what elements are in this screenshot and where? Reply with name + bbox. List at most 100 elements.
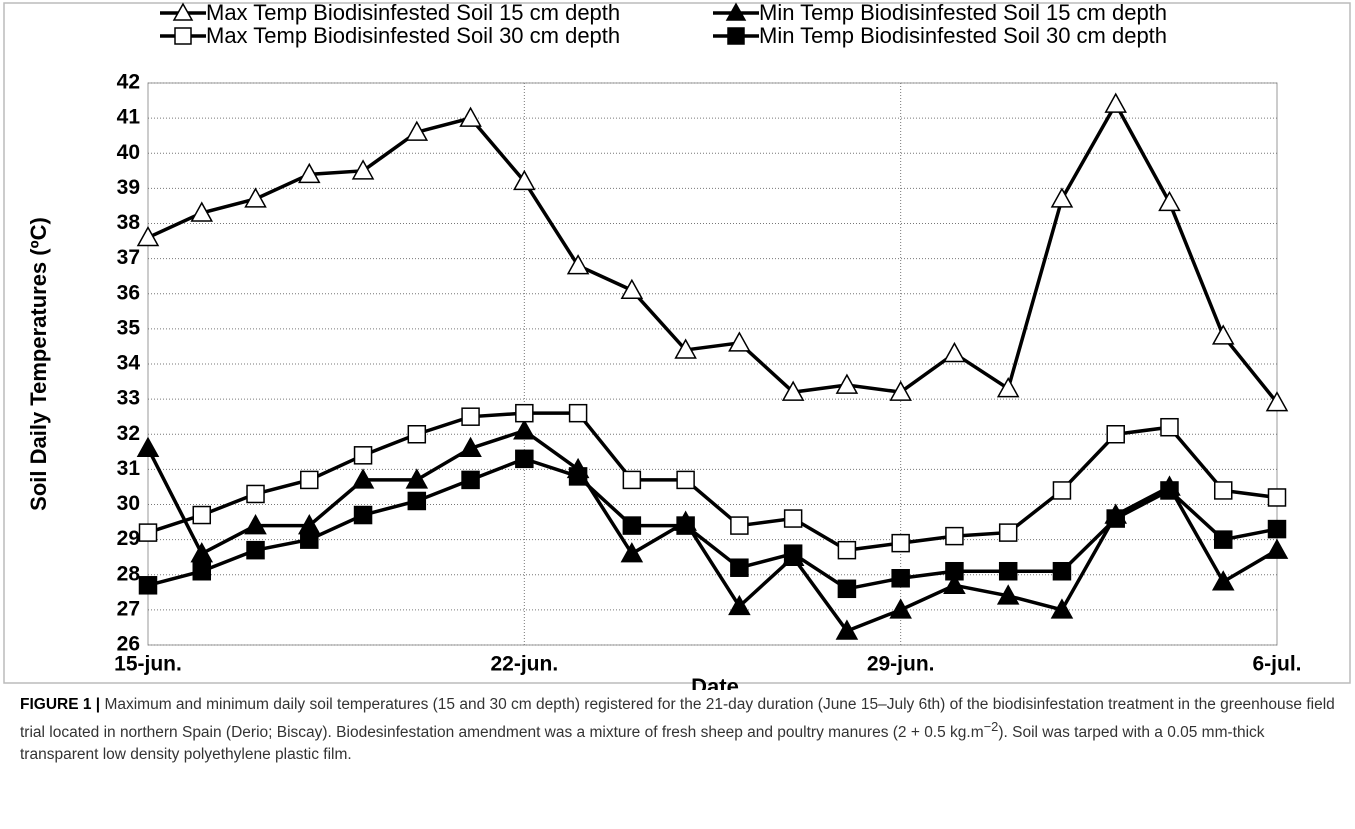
point-marker [192, 505, 212, 525]
point-marker [622, 470, 642, 490]
y-tick-label: 41 [117, 106, 141, 129]
point-marker [891, 533, 910, 553]
point-marker [945, 526, 964, 546]
series-line [147, 100, 1279, 404]
y-tick-label: 30 [117, 492, 140, 515]
caption-superscript: −2 [983, 719, 999, 734]
caption-label: FIGURE 1 | [20, 696, 101, 713]
chart: Date Soil Daily Temperatures (ºC) 26 27 28… [3, 0, 1351, 690]
point-marker [513, 169, 536, 191]
y-tick-label: 26 [117, 633, 140, 656]
point-marker [459, 106, 482, 127]
legend-label: Min Temp Biodisinfested Soil 15 cm depth [759, 0, 1167, 25]
y-tick-label: 40 [117, 141, 140, 164]
x-tick-label: 29-jun. [867, 653, 935, 676]
point-marker [515, 403, 534, 423]
y-axis-label: Soil Daily Temperatures (ºC) [26, 217, 51, 511]
y-tick-label: 31 [117, 457, 141, 480]
y-tick-label: 39 [117, 176, 140, 199]
point-marker [405, 468, 429, 489]
point-marker [566, 254, 590, 275]
point-marker [1160, 417, 1179, 437]
point-marker [190, 201, 214, 222]
caption-text: Maximum and minimum daily soil temperatu… [20, 696, 1335, 742]
y-tick-label: 35 [117, 316, 141, 339]
series-line [147, 411, 1278, 552]
point-marker [405, 120, 429, 141]
point-marker [1211, 570, 1235, 591]
point-marker [407, 425, 427, 444]
x-axis-label: Date [691, 674, 739, 690]
point-marker [138, 523, 158, 542]
point-marker [1104, 92, 1127, 113]
point-marker [192, 561, 212, 581]
point-marker [728, 331, 751, 352]
point-marker [781, 380, 805, 401]
point-marker [298, 162, 321, 184]
point-marker [1050, 187, 1074, 208]
point-marker [353, 505, 373, 525]
point-marker [1265, 538, 1289, 559]
point-marker [728, 594, 751, 616]
point-marker [1211, 324, 1235, 345]
point-marker [138, 576, 158, 595]
y-tick-label: 28 [117, 562, 141, 585]
point-marker [889, 598, 912, 619]
caption: FIGURE 1 | Maximum and minimum daily soi… [20, 694, 1340, 766]
y-tick-label: 29 [117, 527, 140, 550]
legend-marker [174, 27, 192, 45]
point-marker [1106, 509, 1125, 528]
x-tick-label: 15-jun. [114, 653, 182, 676]
point-marker [998, 523, 1018, 542]
y-tick-label: 33 [117, 387, 140, 410]
point-marker [996, 584, 1020, 605]
point-marker [244, 514, 267, 535]
point-marker [353, 446, 373, 465]
point-marker [246, 540, 265, 560]
point-marker [837, 579, 857, 599]
figure-frame [3, 2, 1351, 684]
point-marker [568, 467, 588, 486]
point-marker [461, 407, 480, 426]
point-marker [1106, 425, 1125, 444]
point-marker [620, 278, 644, 299]
y-tick-label: 36 [117, 281, 140, 304]
point-marker [246, 484, 265, 504]
point-marker [1213, 481, 1233, 500]
point-marker [891, 569, 910, 588]
point-marker [1265, 391, 1289, 412]
legend-marker [725, 2, 747, 21]
point-marker [1158, 190, 1181, 212]
legend-label: Min Temp Biodisinfested Soil 30 cm depth [759, 23, 1167, 48]
point-marker [1267, 519, 1287, 539]
x-tick-label: 6-jul. [1252, 653, 1301, 676]
point-marker [351, 159, 375, 180]
point-marker [943, 573, 966, 595]
legend-label: Max Temp Biodisinfested Soil 30 cm depth [206, 23, 620, 48]
point-marker [1050, 598, 1074, 619]
series-line [147, 456, 1278, 591]
point-marker [889, 380, 912, 401]
point-marker [459, 436, 482, 458]
point-marker [190, 542, 214, 563]
point-marker [998, 561, 1018, 581]
legend-marker [172, 2, 194, 21]
point-marker [783, 544, 803, 563]
point-marker [622, 516, 642, 535]
y-tick-label: 42 [117, 71, 140, 94]
legend-marker [727, 27, 745, 45]
caption-text-end: ). Soil was tarped with a 0.05 mm-thick … [20, 724, 1265, 764]
point-marker [945, 561, 964, 581]
point-marker [244, 187, 267, 208]
point-marker [674, 338, 697, 359]
y-tick-label: 34 [117, 352, 141, 375]
point-marker [676, 516, 695, 535]
point-marker [300, 530, 319, 549]
point-marker [300, 470, 319, 490]
point-marker [783, 509, 803, 528]
point-marker [1160, 481, 1179, 500]
point-marker [730, 558, 749, 577]
point-marker [676, 470, 695, 490]
y-tick-label: 32 [117, 422, 140, 445]
